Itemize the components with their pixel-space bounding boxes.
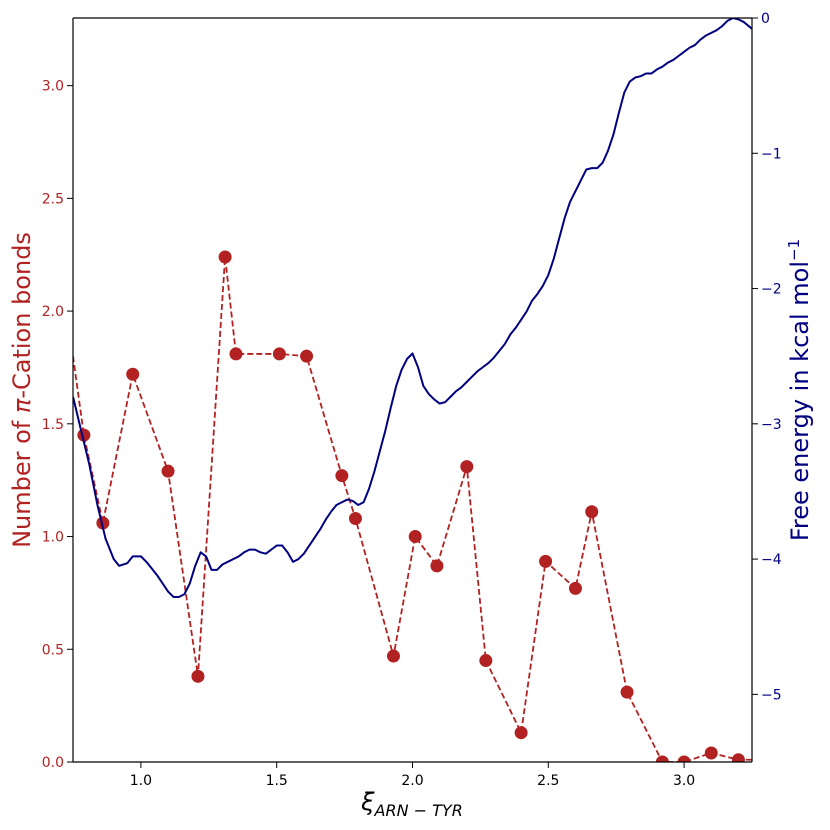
data-point-marker bbox=[568, 581, 582, 595]
right-axis-title-main: Free energy in kcal mol bbox=[786, 261, 814, 541]
data-point-marker bbox=[191, 669, 205, 683]
x-axis-title: ξARN − TYR bbox=[360, 788, 463, 820]
x-tick-label: 1.5 bbox=[266, 773, 288, 789]
data-point-marker bbox=[229, 347, 243, 361]
right-axis-title-sup: −1 bbox=[785, 239, 803, 261]
x-tick-label: 1.0 bbox=[130, 773, 152, 789]
data-point-marker bbox=[335, 469, 349, 483]
left-axis-title-prefix: Number of bbox=[8, 413, 36, 548]
data-point-marker bbox=[620, 685, 634, 699]
data-point-marker bbox=[539, 554, 553, 568]
data-point-marker bbox=[126, 367, 140, 381]
left-y-tick-label: 0.0 bbox=[42, 755, 64, 771]
data-point-marker bbox=[514, 726, 528, 740]
left-y-tick-label: 2.0 bbox=[42, 304, 64, 320]
data-point-marker bbox=[479, 654, 493, 668]
data-point-marker bbox=[585, 505, 599, 519]
right-y-tick-label: −1 bbox=[761, 146, 782, 162]
x-tick-label: 2.5 bbox=[537, 773, 559, 789]
data-point-marker bbox=[430, 559, 444, 573]
left-y-tick-label: 1.0 bbox=[42, 530, 64, 546]
pi-cation-series bbox=[73, 250, 752, 762]
data-point-marker bbox=[460, 460, 474, 474]
data-point-marker bbox=[704, 746, 718, 760]
left-axis-title-suffix: -Cation bonds bbox=[8, 232, 36, 399]
x-axis-title-main: ξ bbox=[360, 788, 375, 816]
left-y-tick-label: 2.5 bbox=[42, 191, 64, 207]
x-tick-label: 2.0 bbox=[401, 773, 423, 789]
right-y-tick-label: −4 bbox=[761, 552, 782, 568]
right-axis-title: Free energy in kcal mol−1 bbox=[785, 239, 814, 541]
right-y-tick-label: −2 bbox=[761, 282, 782, 298]
right-y-tick-label: 0 bbox=[761, 11, 770, 27]
left-y-tick-label: 0.5 bbox=[42, 642, 64, 658]
pi-cation-line bbox=[73, 256, 752, 762]
data-point-marker bbox=[677, 755, 691, 762]
left-y-tick-label: 1.5 bbox=[42, 417, 64, 433]
data-point-marker bbox=[655, 755, 669, 762]
data-point-marker bbox=[161, 464, 175, 478]
free-energy-line bbox=[73, 18, 752, 598]
data-point-marker bbox=[731, 753, 745, 762]
left-y-tick-label: 3.0 bbox=[42, 79, 64, 95]
x-axis-title-sub: ARN − TYR bbox=[374, 801, 463, 820]
left-axis-title-pi: π bbox=[8, 398, 36, 413]
data-point-marker bbox=[348, 512, 362, 526]
data-point-marker bbox=[386, 649, 400, 663]
data-point-marker bbox=[300, 349, 314, 363]
data-point-marker bbox=[408, 530, 422, 544]
left-axis-title: Number of π-Cation bonds bbox=[8, 232, 36, 548]
data-point-marker bbox=[272, 347, 286, 361]
ticks: 1.0 1.5 2.0 2.5 3.0 0.0 0.5 1.0 1.5 2.0 2.5 3.0 0 −1 −… bbox=[42, 11, 782, 789]
axes bbox=[72, 17, 753, 763]
data-point-marker bbox=[218, 250, 232, 264]
right-y-tick-label: −3 bbox=[761, 417, 782, 433]
x-tick-label: 3.0 bbox=[673, 773, 695, 789]
right-y-tick-label: −5 bbox=[761, 687, 782, 703]
free-energy-series bbox=[73, 18, 752, 598]
